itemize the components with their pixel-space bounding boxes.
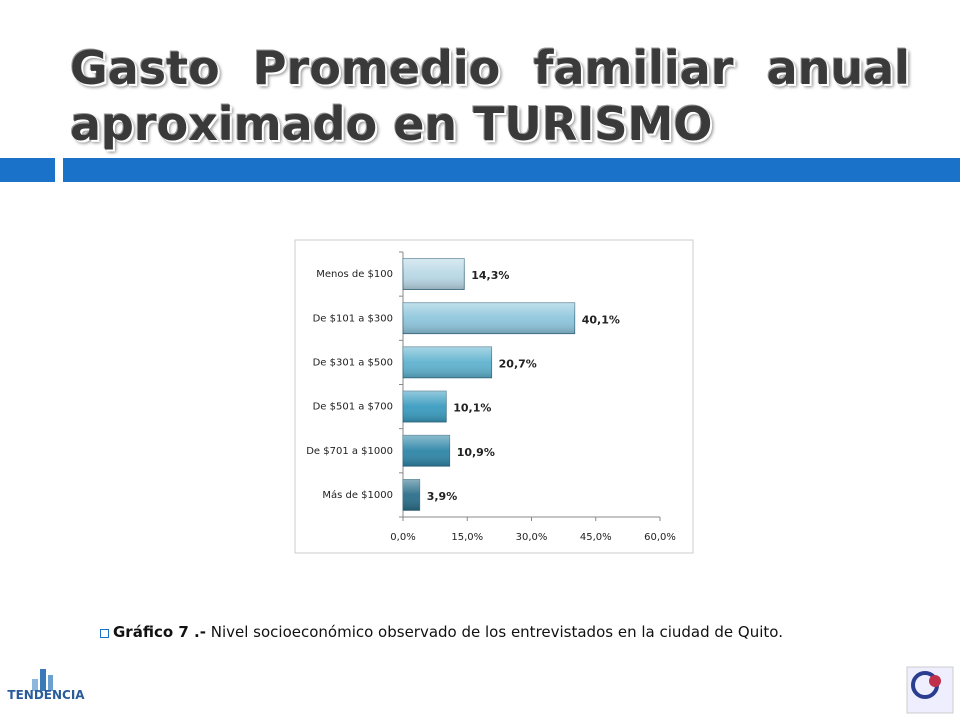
bar-shine (403, 435, 450, 467)
bar-shine (403, 258, 465, 290)
value-label: 14,3% (471, 269, 509, 282)
bullet (100, 629, 109, 638)
x-tick-label: 0,0% (390, 532, 415, 543)
y-tick-label: De $701 a $1000 (306, 446, 393, 457)
x-tick-label: 45,0% (580, 532, 612, 543)
slide-title: Gasto Promedio familiar anual aproximado… (70, 41, 910, 151)
bar-shine (403, 302, 575, 334)
logo-left: TENDENCIA (7, 669, 85, 702)
logo-right (906, 666, 954, 714)
bar-shine (403, 346, 492, 378)
logo-text: TENDENCIA (7, 688, 85, 702)
x-tick-label: 30,0% (516, 532, 548, 543)
bar-shine (403, 479, 420, 511)
x-tick-label: 15,0% (451, 532, 483, 543)
y-tick-label: De $501 a $700 (313, 402, 393, 413)
x-tick-label: 60,0% (644, 532, 676, 543)
y-tick-label: Menos de $100 (316, 269, 393, 280)
value-label: 20,7% (499, 357, 537, 370)
caption-label: Gráfico 7 .- (113, 623, 206, 641)
value-label: 10,9% (457, 446, 495, 459)
chart-frame (294, 239, 694, 554)
bar-shine (403, 391, 447, 423)
y-tick-label: Más de $1000 (322, 489, 393, 501)
caption-text: Nivel socioeconómico observado de los en… (210, 623, 783, 641)
header-bar (63, 158, 960, 182)
value-label: 3,9% (427, 490, 458, 503)
caption: Gráfico 7 .- Nivel socioeconómico observ… (113, 623, 783, 641)
value-label: 40,1% (582, 313, 620, 326)
y-tick-label: De $301 a $500 (313, 357, 393, 368)
value-label: 10,1% (453, 402, 491, 415)
header-square (0, 158, 55, 182)
y-tick-label: De $101 a $300 (313, 313, 393, 324)
